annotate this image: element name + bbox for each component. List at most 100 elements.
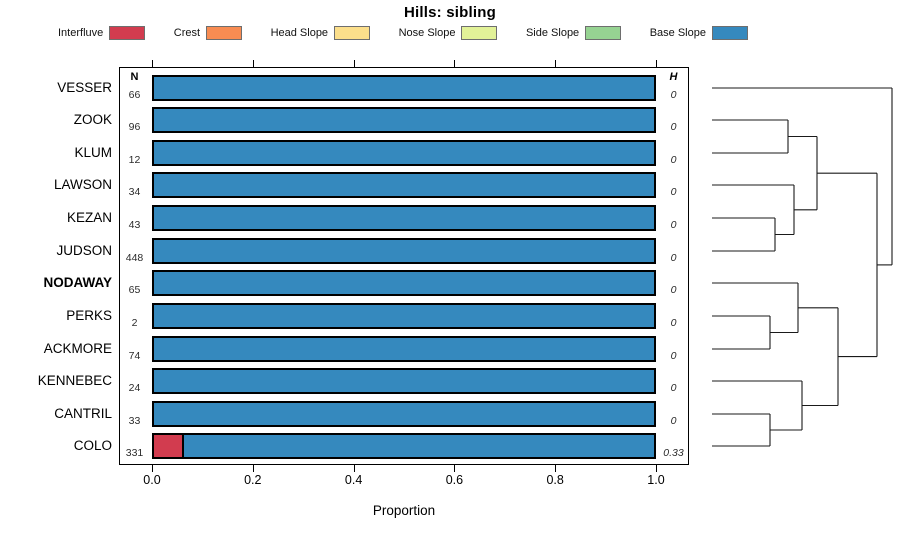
row-h-value: 0 <box>670 186 677 199</box>
legend-item-label: Head Slope <box>270 27 329 39</box>
row-n-value: 96 <box>128 121 141 134</box>
stacked-bar <box>152 368 656 395</box>
legend-item: Side Slope <box>525 26 622 40</box>
stacked-bar <box>152 335 656 362</box>
bar-segment <box>154 174 654 197</box>
legend-swatch <box>206 26 243 40</box>
bar-segment <box>154 109 654 132</box>
legend-item: Interfluve <box>58 26 146 40</box>
x-tick-top <box>454 60 456 67</box>
row-label: LAWSON <box>53 177 112 193</box>
stacked-bar <box>152 74 656 101</box>
legend-item-label: Base Slope <box>649 27 706 39</box>
x-tick-top <box>656 60 657 67</box>
legend-item-label: Side Slope <box>525 27 580 39</box>
row-n-value: 66 <box>128 88 141 101</box>
stacked-bar <box>152 139 656 166</box>
bar-segment <box>154 239 654 262</box>
row-n-value: 448 <box>125 251 144 264</box>
x-tick-label: 1.0 <box>647 473 665 487</box>
legend-swatch <box>461 26 498 40</box>
row-label: CANTRIL <box>54 405 112 421</box>
row-n-value: 43 <box>128 219 141 232</box>
legend-swatch <box>711 26 748 40</box>
x-tick-top <box>252 60 254 67</box>
legend-item-label: Interfluve <box>58 27 104 39</box>
bar-segment <box>184 435 654 458</box>
legend-item: Crest <box>173 26 243 40</box>
row-n-value: 24 <box>128 382 141 395</box>
row-n-value: 33 <box>128 414 141 427</box>
n-column-header: N <box>130 71 139 83</box>
row-label: ACKMORE <box>43 340 112 356</box>
row-h-value: 0 <box>670 382 677 395</box>
row-h-value: 0 <box>670 121 677 134</box>
row-n-value: 12 <box>128 153 141 166</box>
legend-item: Nose Slope <box>399 26 498 40</box>
x-tick-label: 0.4 <box>344 473 363 487</box>
legend: Interfluve Crest Head Slope Nose Slope Side … <box>58 26 748 40</box>
row-label: VESSER <box>57 79 112 95</box>
chart-title: Hills: sibling <box>404 4 496 21</box>
legend-item-label: Crest <box>173 27 201 39</box>
stacked-bar <box>152 107 656 134</box>
row-label: ZOOK <box>73 112 112 128</box>
legend-item: Base Slope <box>650 26 748 40</box>
row-h-value: 0 <box>670 284 677 297</box>
legend-swatch <box>585 26 622 40</box>
row-label: PERKS <box>66 307 112 323</box>
row-label: NODAWAY <box>43 275 112 291</box>
row-h-value: 0 <box>670 414 677 427</box>
row-n-value: 34 <box>128 186 141 199</box>
stacked-bar <box>152 400 656 427</box>
row-label: JUDSON <box>56 242 112 258</box>
row-h-value: 0 <box>670 219 677 232</box>
legend-item-label: Nose Slope <box>398 27 456 39</box>
x-tick-bottom <box>152 465 153 472</box>
row-label: KENNEBEC <box>37 373 112 389</box>
bar-segment <box>154 435 184 458</box>
row-n-value: 74 <box>128 349 141 362</box>
stacked-bar <box>152 270 656 297</box>
row-label: KEZAN <box>66 210 112 226</box>
bar-segment <box>154 370 654 393</box>
legend-item: Head Slope <box>271 26 371 40</box>
x-tick-top <box>555 60 557 67</box>
bar-segment <box>154 304 654 327</box>
x-tick-bottom <box>353 465 355 472</box>
row-label: KLUM <box>74 144 112 160</box>
bar-segment <box>154 207 654 230</box>
row-n-value: 65 <box>128 284 141 297</box>
x-tick-label: 0.0 <box>143 473 161 487</box>
x-tick-top <box>353 60 355 67</box>
row-label: COLO <box>73 438 112 454</box>
bar-segment <box>154 76 654 99</box>
x-tick-top <box>152 60 153 67</box>
legend-swatch <box>334 26 371 40</box>
row-h-value: 0 <box>670 88 677 101</box>
stacked-bar <box>152 433 656 460</box>
x-tick-label: 0.8 <box>546 473 564 487</box>
x-tick-bottom <box>555 465 557 472</box>
plot-panel-border <box>119 67 689 465</box>
stacked-bar <box>152 237 656 264</box>
bar-segment <box>154 402 654 425</box>
row-h-value: 0 <box>670 251 677 264</box>
x-tick-label: 0.6 <box>445 473 464 487</box>
legend-swatch <box>109 26 146 40</box>
row-h-value: 0 <box>670 316 677 329</box>
row-n-value: 2 <box>131 316 138 329</box>
row-h-value: 0.33 <box>663 447 684 460</box>
stacked-bar <box>152 302 656 329</box>
bar-segment <box>154 141 654 164</box>
bar-segment <box>154 272 654 295</box>
x-axis-title: Proportion <box>372 503 436 518</box>
stacked-bar <box>152 205 656 232</box>
row-h-value: 0 <box>670 153 677 166</box>
h-column-header: H <box>669 71 678 83</box>
stacked-bar <box>152 172 656 199</box>
x-tick-bottom <box>252 465 254 472</box>
x-tick-bottom <box>454 465 456 472</box>
x-tick-bottom <box>656 465 657 472</box>
row-h-value: 0 <box>670 349 677 362</box>
